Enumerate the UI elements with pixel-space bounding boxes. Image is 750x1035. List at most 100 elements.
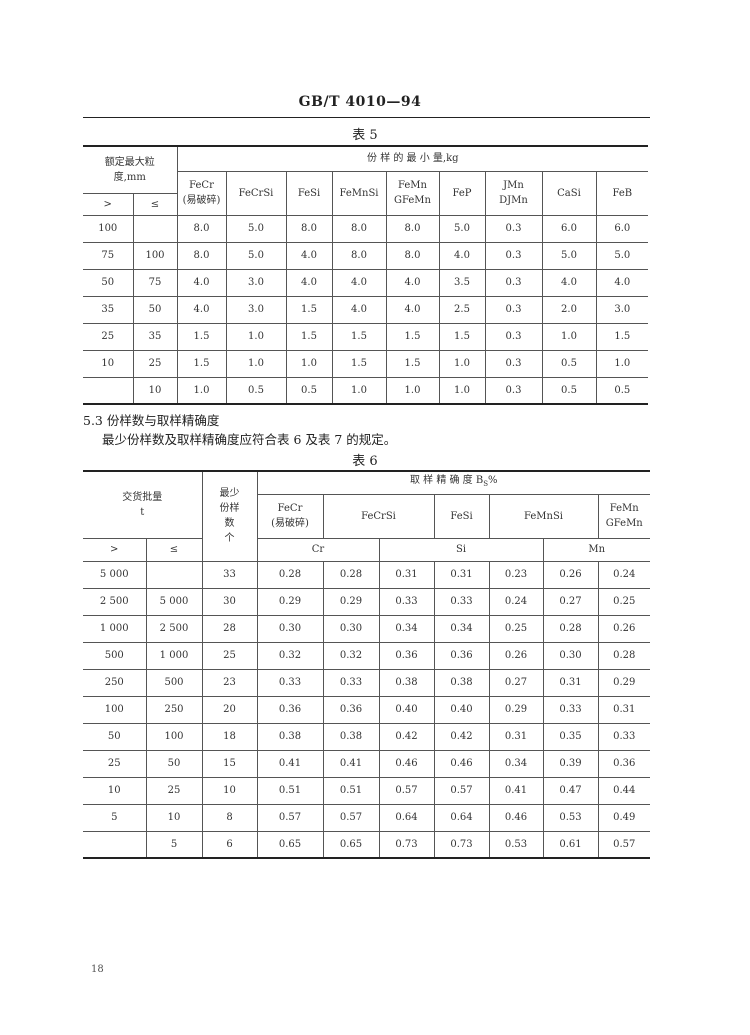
table-cell: 0.24 (597, 560, 651, 589)
table-cell: 3.0 (225, 295, 287, 324)
table-cell: 1.5 (176, 322, 227, 351)
material-column-header: FeB (595, 170, 649, 216)
table-cell: 0.65 (322, 830, 380, 859)
material-column-header: CaSi (541, 170, 597, 216)
material-column-header: FeSi (285, 170, 333, 216)
table-cell: 28 (201, 614, 258, 643)
table-cell: 500 (83, 641, 147, 670)
table-cell: 0.23 (488, 560, 544, 589)
precision-header: 取 样 精 确 度 BS% (256, 470, 651, 495)
table-cell: 1.5 (385, 322, 440, 351)
table-cell: 10 (132, 376, 178, 405)
table-cell: 8.0 (285, 214, 333, 243)
table-cell: 0.57 (378, 776, 435, 805)
table-cell: 0.5 (225, 376, 287, 405)
standard-code-header: GB/T 4010—94 (298, 94, 422, 110)
table-cell: 4.0 (438, 241, 486, 270)
table-cell: 0.53 (488, 830, 544, 859)
table-cell: 25 (201, 641, 258, 670)
table-cell: 0.57 (433, 776, 490, 805)
table-6-caption: 表 6 (352, 454, 378, 469)
table-cell: 0.51 (256, 776, 324, 805)
table-cell: 25 (83, 322, 134, 351)
table-cell: 1 000 (145, 641, 203, 670)
table-cell: 0.27 (488, 668, 544, 697)
table-cell: 2 500 (145, 614, 203, 643)
table-cell: 2 500 (83, 587, 147, 616)
table-row: 5 10 8 0.57 0.57 0.64 0.64 0.46 0.53 0.49 (83, 803, 651, 832)
table-cell: 0.35 (542, 722, 599, 751)
table-cell: 0.44 (597, 776, 651, 805)
alloy-femnsi: FeMnSi (488, 493, 599, 539)
table-cell: 4.0 (385, 295, 440, 324)
table-cell: 0.38 (378, 668, 435, 697)
alloy-fecr: FeCr (易破碎) (256, 493, 324, 539)
material-column-header: FeP (438, 170, 486, 216)
table-cell: 0.33 (433, 587, 490, 616)
table-cell: 100 (83, 695, 147, 724)
table-cell: 4.0 (285, 241, 333, 270)
table-cell: 4.0 (331, 268, 387, 297)
table-cell: 1.0 (385, 376, 440, 405)
table-cell: 0.38 (322, 722, 380, 751)
table-cell: 6.0 (541, 214, 597, 243)
alloy-name: FeMn (609, 503, 639, 514)
table-cell: 0.30 (542, 641, 599, 670)
table-cell: 1.0 (595, 349, 649, 378)
table-cell: 1.5 (595, 322, 649, 351)
lot-header-unit: t (140, 506, 145, 518)
table-cell: 0.30 (256, 614, 324, 643)
table-row: 10 25 1.5 1.0 1.0 1.5 1.5 1.0 0.3 0.5 1.0 (83, 349, 649, 378)
table-cell: 0.36 (322, 695, 380, 724)
table-cell: 0.28 (256, 560, 324, 589)
table-cell: 33 (201, 560, 258, 589)
table-cell: 6 (201, 830, 258, 859)
table-cell: 0.57 (256, 803, 324, 832)
table-cell: 0.33 (597, 722, 651, 751)
table-cell (132, 214, 178, 243)
table-cell: 0.34 (378, 614, 435, 643)
table-cell (145, 560, 203, 589)
table-cell: 1.0 (331, 376, 387, 405)
table-row: 75 100 8.0 5.0 4.0 8.0 8.0 4.0 0.3 5.0 5.0 (83, 241, 649, 270)
table-cell: 100 (83, 214, 134, 243)
table-cell: 0.26 (488, 641, 544, 670)
material-column-header: JMn DJMn (484, 170, 543, 216)
table-cell: 8.0 (176, 241, 227, 270)
table-row: 500 1 000 25 0.32 0.32 0.36 0.36 0.26 0.30 0.28 (83, 641, 651, 670)
table-cell: 25 (145, 776, 203, 805)
table-cell: 0.29 (488, 695, 544, 724)
table-cell: 0.26 (597, 614, 651, 643)
material-label: FeSi (297, 187, 321, 199)
table-cell: 4.0 (541, 268, 597, 297)
material-column-header: FeMn GFeMn (385, 170, 440, 216)
table-5: 额定最大粒度,mm 份 样 的 最 小 量,kg FeCr (易破碎) FeCrSi… (83, 145, 649, 405)
table-cell: 0.25 (488, 614, 544, 643)
material-label: FeB (612, 187, 633, 199)
min-count-line: 个 (224, 533, 235, 545)
table-cell: 0.46 (433, 749, 490, 778)
table-cell: 0.33 (378, 587, 435, 616)
table-cell: 5 000 (83, 560, 147, 589)
table-cell: 0.64 (378, 803, 435, 832)
table-cell: 0.33 (322, 668, 380, 697)
le-header: ≤ (145, 537, 203, 562)
table-cell: 8.0 (331, 214, 387, 243)
table-cell: 0.36 (597, 749, 651, 778)
table-cell: 0.42 (433, 722, 490, 751)
table-cell: 0.73 (378, 830, 435, 859)
table-cell: 10 (83, 776, 147, 805)
table-cell: 10 (145, 803, 203, 832)
table-cell: 0.36 (433, 641, 490, 670)
lot-header: 交货批量 t (83, 470, 203, 539)
table-cell: 1 000 (83, 614, 147, 643)
alloy-fesi: FeSi (433, 493, 490, 539)
table-cell: 250 (83, 668, 147, 697)
table-cell: 0.30 (322, 614, 380, 643)
material-label: FeCrSi (238, 187, 274, 199)
header-rule (83, 117, 650, 118)
table-cell: 500 (145, 668, 203, 697)
table-cell: 1.0 (285, 349, 333, 378)
amount-header: 份 样 的 最 小 量,kg (176, 145, 649, 172)
table-cell: 50 (145, 749, 203, 778)
